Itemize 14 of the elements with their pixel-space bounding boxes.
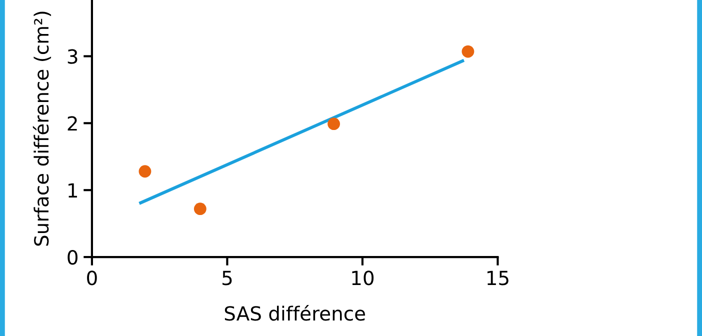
point [194, 202, 206, 216]
y-tick-label: 2 [68, 116, 77, 131]
y-axis-title: Surface différence (cm²) [32, 12, 52, 246]
x-tick-label: 15 [487, 270, 508, 286]
point [328, 118, 340, 130]
x-tick-label: 0 [87, 270, 97, 286]
y-tick-label: 3 [68, 49, 78, 64]
x-tick-label: 5 [222, 270, 232, 286]
y-tick-label: 1 [68, 183, 77, 198]
point [138, 165, 152, 178]
point [462, 45, 474, 58]
x-tick-label: 10 [352, 270, 374, 286]
x-axis-title: SAS différence [224, 304, 366, 321]
y-tick-label: 0 [68, 250, 78, 265]
